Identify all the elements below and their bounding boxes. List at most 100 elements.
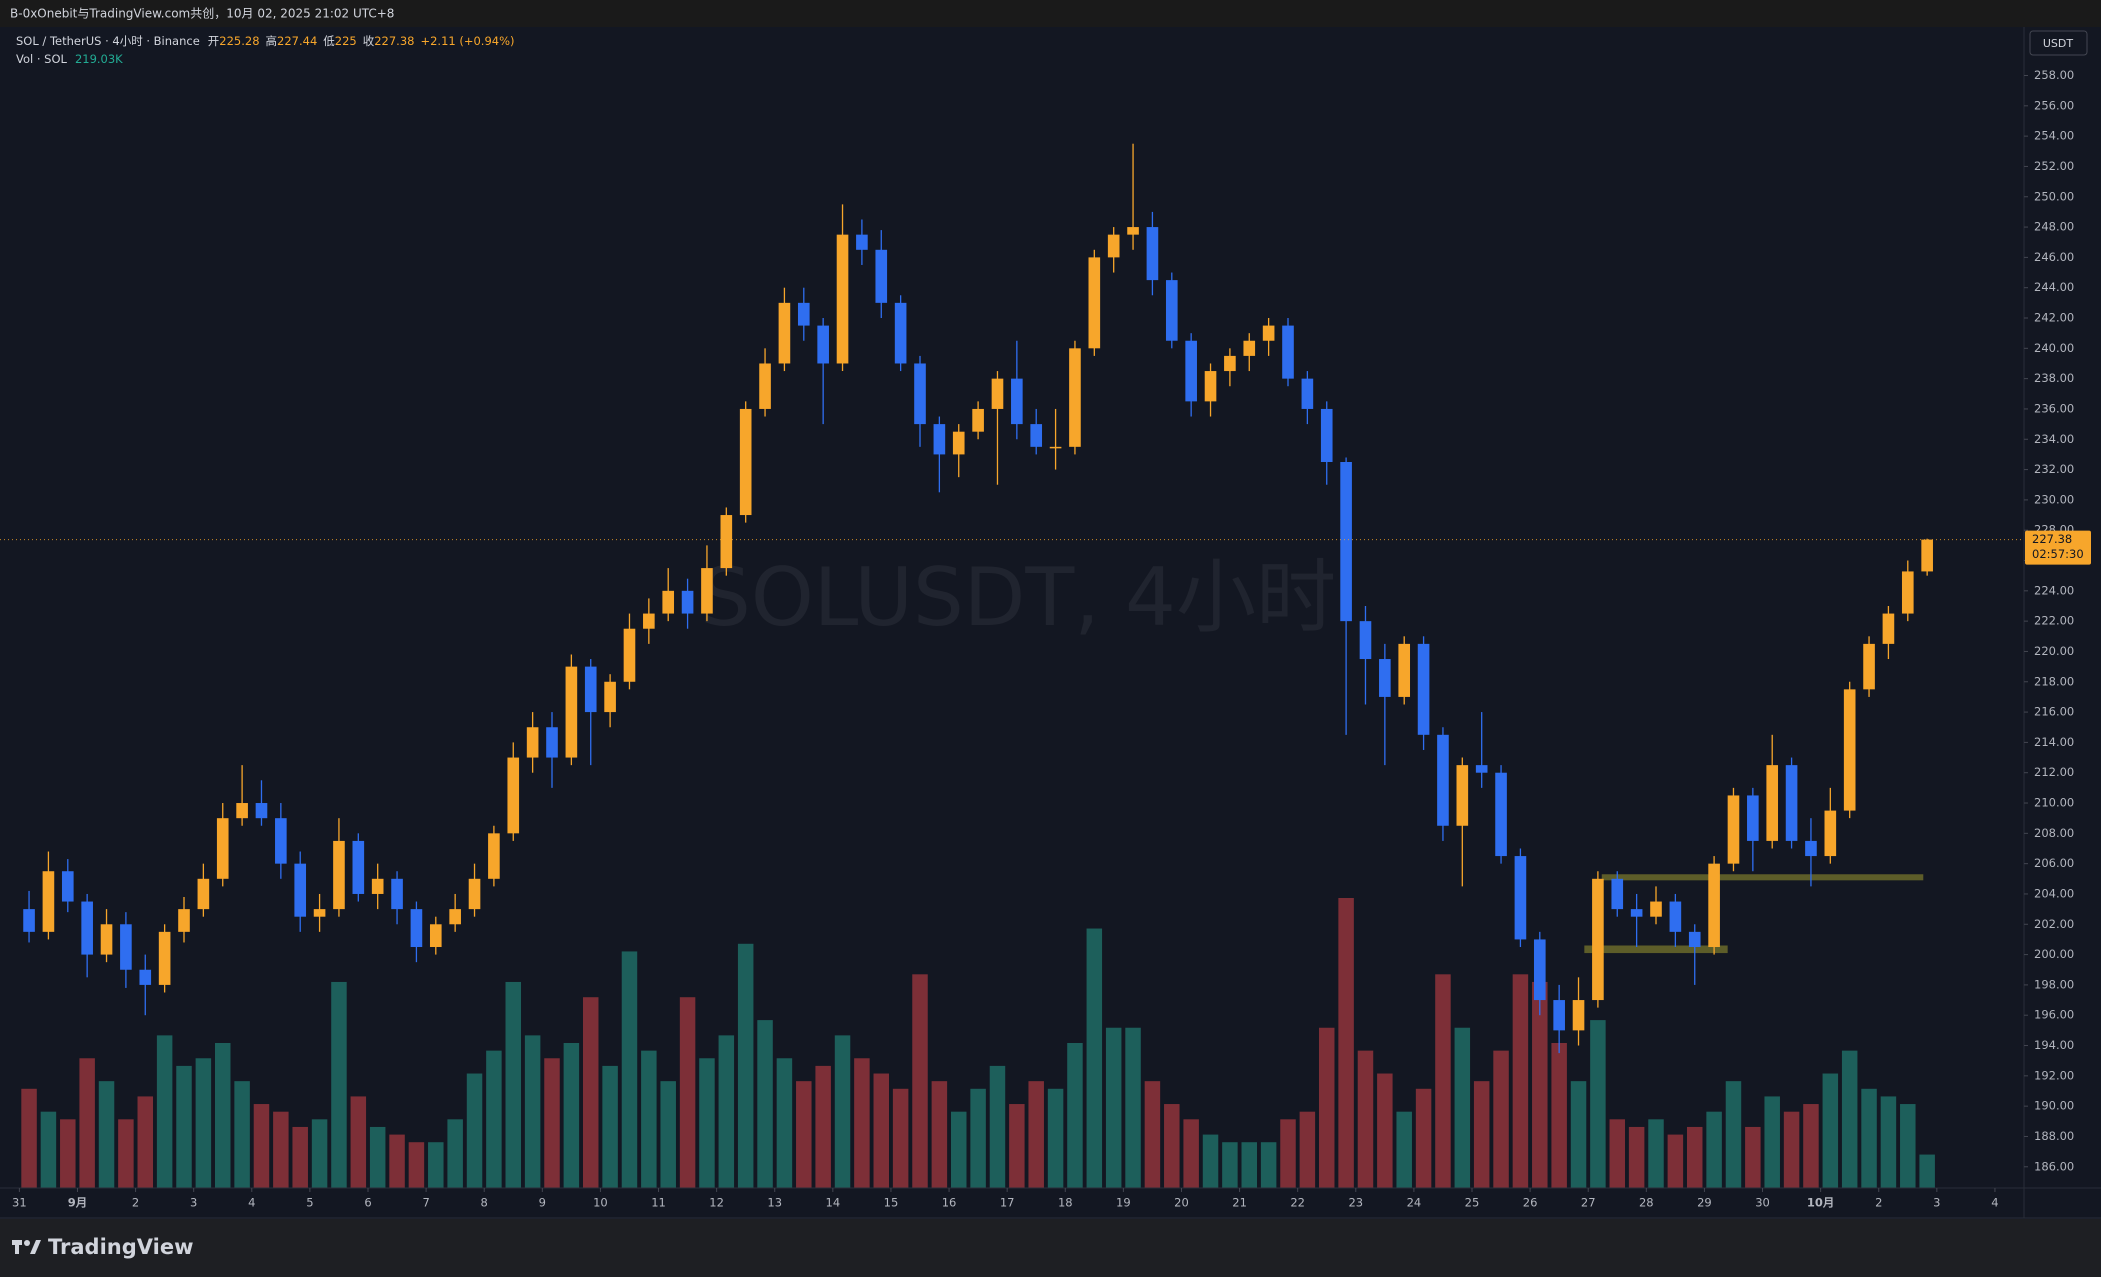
volume-bar [1260,1142,1277,1188]
candle-body [216,818,229,879]
candle-body [158,931,171,985]
candle-body [410,909,423,948]
volume-bar [834,1035,851,1188]
volume-bar [1338,898,1354,1188]
y-tick-label: 186.00 [2034,1159,2074,1173]
volume-bar [1880,1096,1897,1188]
y-tick-label: 248.00 [2034,220,2074,234]
volume-bar [1086,928,1103,1188]
candle-body [42,871,55,932]
volume-bar [1222,1142,1238,1188]
candle-body [1088,257,1101,349]
y-tick-label: 204.00 [2034,886,2074,900]
x-tick-label: 3 [190,1196,197,1210]
currency-button[interactable] [2029,30,2088,56]
candle-body [1669,901,1682,932]
volume-bar [1396,1111,1412,1188]
volume-bar [214,1043,231,1188]
volume-bar [466,1073,483,1188]
candle-body [894,302,907,364]
volume-bar [582,997,599,1188]
change: +2.11 (+0.94%) [420,34,514,48]
candle-body [584,666,597,713]
volume-bar [931,1081,948,1188]
volume-bar [176,1065,192,1188]
x-tick-label: 10月 [1807,1196,1835,1210]
y-tick-label: 224.00 [2034,583,2074,597]
x-tick-label: 23 [1348,1196,1363,1210]
volume-bar [1454,1027,1471,1188]
candle-body [120,924,132,970]
candle-body [604,681,616,713]
legend-volume: Vol · SOL 219.03K [16,52,123,66]
x-tick-label: 12 [709,1196,724,1210]
volume-bar [137,1096,154,1188]
volume-bar [156,1035,173,1188]
candle-body [1650,901,1662,917]
candle-body [546,727,558,758]
candle-body [1824,810,1837,857]
x-tick-label: 4 [1991,1196,1998,1210]
x-tick-label: 7 [422,1196,429,1210]
volume-bar [563,1043,580,1188]
candle-body [1572,1000,1585,1031]
candle-body [1243,340,1256,356]
last-price-label: 227.38 [2032,532,2072,546]
currency[interactable]: USDT [2043,37,2074,50]
candle-body [1553,1000,1565,1031]
volume-bar [1764,1096,1780,1188]
x-tick-label: 27 [1581,1196,1596,1210]
countdown: 02:57:30 [2032,547,2084,561]
y-tick-label: 218.00 [2034,674,2074,688]
volume-bar [1570,1081,1587,1188]
ohlc-label: 低 [323,34,335,48]
volume-bar [1144,1081,1161,1188]
candle-body [1456,765,1469,826]
x-tick-label: 24 [1407,1196,1422,1210]
candle-body [1785,765,1798,841]
y-tick-label: 210.00 [2034,796,2074,810]
candle-body [1843,689,1856,811]
brand[interactable]: TradingView [48,1235,193,1259]
candle-body [1495,772,1507,857]
x-tick-label: 20 [1174,1196,1189,1210]
logo[interactable]: TradingView [12,1235,193,1259]
volume-bar [1473,1081,1490,1188]
candle-body [429,924,442,948]
candle-body [1398,643,1411,697]
candle-body [662,590,675,614]
candle-body [817,325,829,364]
legend-main: SOL / TetherUS · 4小时 · Binance 开225.28 高22… [16,34,515,48]
volume-bar [40,1111,57,1188]
candle-body [856,234,868,250]
x-tick-label: 6 [364,1196,371,1210]
x-tick-label: 17 [1000,1196,1015,1210]
volume-bar [1493,1050,1509,1188]
candle-body [1921,539,1933,572]
candle-body [1747,795,1759,841]
candle-body [1901,571,1914,614]
x-tick-label: 26 [1523,1196,1538,1210]
volume-bar [311,1119,328,1188]
x-tick-label: 30 [1755,1196,1770,1210]
volume-bar [1919,1154,1935,1188]
candle-body [1282,325,1294,379]
candle-body [1766,765,1779,841]
candle-body [875,249,888,303]
volume-bar [1202,1134,1219,1188]
volume-bar [873,1073,890,1188]
candle-body [759,363,771,409]
volume-bar [815,1065,831,1188]
y-tick-label: 190.00 [2034,1099,2074,1113]
candle-body [100,924,113,955]
y-tick-label: 258.00 [2034,68,2074,82]
volume-bar [950,1111,967,1188]
ohlc-value: 225.28 [219,34,259,48]
candle-body [1107,234,1120,258]
candle-body [1863,643,1875,690]
volume-bar [912,974,928,1188]
candle-body [778,302,791,364]
volume-bar [1861,1088,1877,1188]
x-tick-label: 9月 [68,1196,88,1210]
